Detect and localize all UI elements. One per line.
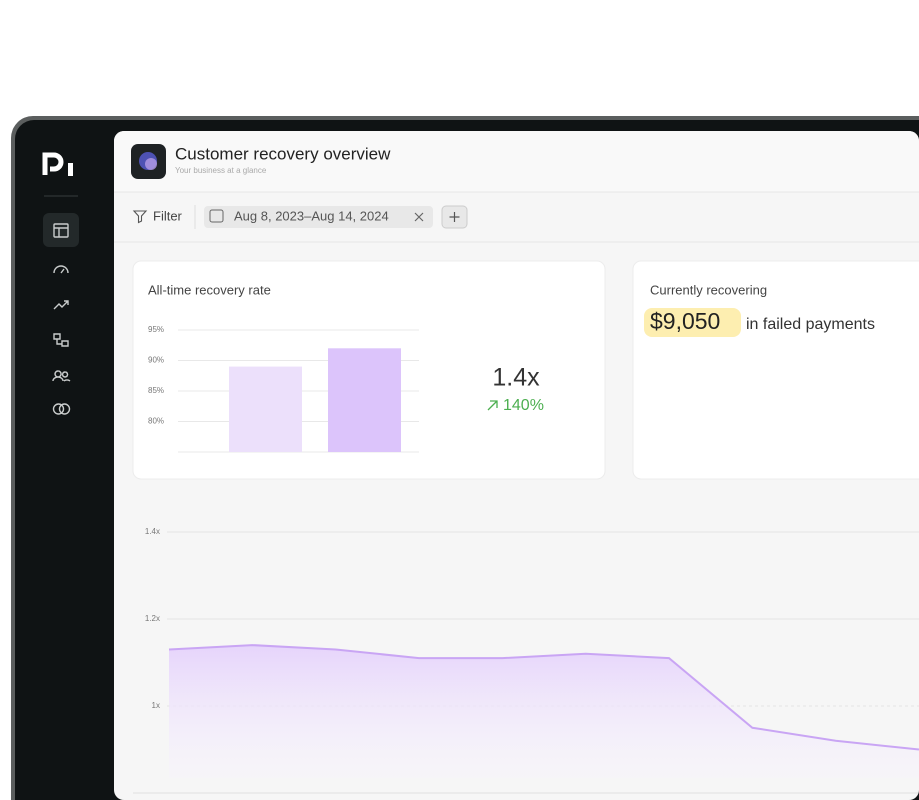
up-arrow [487,400,498,411]
change: 140% [503,397,544,414]
page-subtitle: Your business at a glance [175,166,267,175]
y-tick-label: 1x [152,701,160,710]
y-tick-label: 90% [148,356,164,365]
multiplier: 1.4x [492,364,540,392]
y-tick-label: 80% [148,417,164,426]
highlight [644,308,741,337]
nav-dashboard[interactable] [53,223,69,238]
amount-caption: in failed payments [746,316,875,333]
filter-icon[interactable] [132,210,148,224]
bar [328,348,401,452]
nav-active[interactable] [43,213,79,247]
calendar-icon [209,209,224,223]
nav-customers[interactable] [52,370,71,382]
clear-date[interactable] [414,212,424,222]
nav-trends[interactable] [53,300,69,310]
filter-button[interactable]: Filter [153,208,183,223]
card-title: Currently recovering [650,282,767,297]
app-icon [145,158,157,170]
nav-dashboard [54,227,68,237]
line [168,644,919,751]
date-range[interactable]: Aug 8, 2023–Aug 14, 2024 [234,208,389,223]
date-chip[interactable] [204,206,433,228]
area [169,645,919,778]
header-bar [114,131,919,192]
sidebar-icons [42,152,79,415]
nav-integrations[interactable] [52,403,65,415]
y-tick-label: 1.2x [145,614,160,623]
y-tick-label: 1.4x [145,527,160,536]
nav-speed[interactable] [53,265,69,274]
y-tick-label: 85% [148,386,164,395]
trend-chart: 1x 1.2x 1.4x [145,527,919,778]
nav-flows[interactable] [53,333,69,347]
recovery-rate-chart: 80% 85% 90% 95% [148,325,419,453]
logo [42,152,64,175]
nav-integrations [58,403,71,415]
page-title: Customer recovery overview [175,144,391,163]
card-title: All-time recovery rate [148,282,271,297]
add-filter[interactable] [449,212,460,222]
bar [229,366,302,452]
y-tick-label: 95% [148,325,164,334]
amount: $9,050 [650,308,720,334]
logo [68,163,73,176]
